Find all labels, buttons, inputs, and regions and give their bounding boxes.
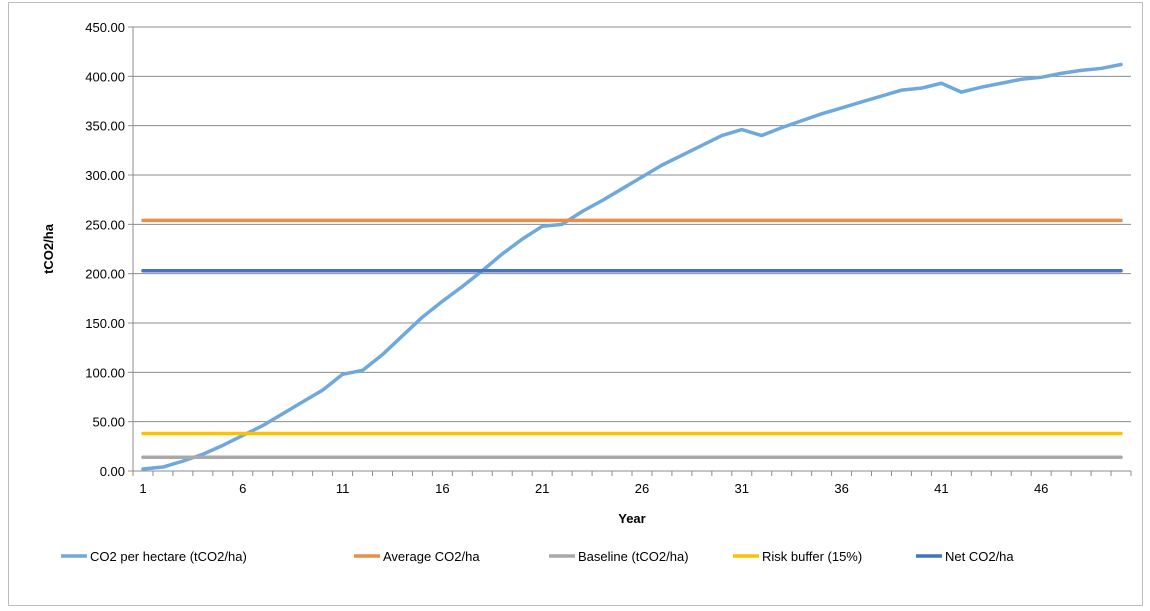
line-chart: 0.00 50.00 100.00 150.00 200.00 250.00 300.00 3… xyxy=(41,20,1132,564)
y-tick-labels: 0.00 50.00 100.00 150.00 200.00 250.00 300.00 3… xyxy=(85,20,125,479)
x-tick-label: 16 xyxy=(435,481,449,496)
gridlines xyxy=(133,26,1131,423)
y-tick-label: 100.00 xyxy=(85,365,125,380)
y-tick-label: 200.00 xyxy=(85,267,125,282)
x-tick-labels: 1 6 11 16 21 26 31 36 41 46 xyxy=(139,481,1048,496)
x-tick-label: 21 xyxy=(535,481,549,496)
legend-label-4: Risk buffer (15%) xyxy=(762,549,862,564)
y-tick-label: 300.00 xyxy=(85,168,125,183)
axes xyxy=(128,26,1132,476)
x-tick-label: 36 xyxy=(834,481,848,496)
series-line-1 xyxy=(141,62,1123,471)
y-tick-label: 400.00 xyxy=(85,69,125,84)
series-lines xyxy=(141,62,1123,471)
legend-label-5: Net CO2/ha xyxy=(945,549,1014,564)
y-tick-label: 250.00 xyxy=(85,217,125,232)
legend-label-3: Baseline (tCO2/ha) xyxy=(578,549,689,564)
x-axis-title: Year xyxy=(618,511,645,526)
y-tick-label: 450.00 xyxy=(85,20,125,35)
x-tick-label: 1 xyxy=(139,481,146,496)
y-axis-title: tCO2/ha xyxy=(41,223,56,274)
legend: CO2 per hectare (tCO2/ha) Average CO2/ha B… xyxy=(61,549,1014,564)
x-tick-label: 31 xyxy=(735,481,749,496)
y-tick-label: 150.00 xyxy=(85,316,125,331)
y-tick-label: 350.00 xyxy=(85,119,125,134)
y-tick-label: 50.00 xyxy=(92,415,125,430)
x-tick-label: 46 xyxy=(1034,481,1048,496)
chart-frame: 0.00 50.00 100.00 150.00 200.00 250.00 300.00 3… xyxy=(8,2,1143,606)
y-tick-label: 0.00 xyxy=(100,464,125,479)
x-tick-label: 26 xyxy=(635,481,649,496)
legend-label-1: CO2 per hectare (tCO2/ha) xyxy=(90,549,247,564)
x-tick-label: 41 xyxy=(934,481,948,496)
x-tick-label: 11 xyxy=(336,481,350,496)
legend-label-2: Average CO2/ha xyxy=(383,549,480,564)
x-tick-label: 6 xyxy=(239,481,246,496)
